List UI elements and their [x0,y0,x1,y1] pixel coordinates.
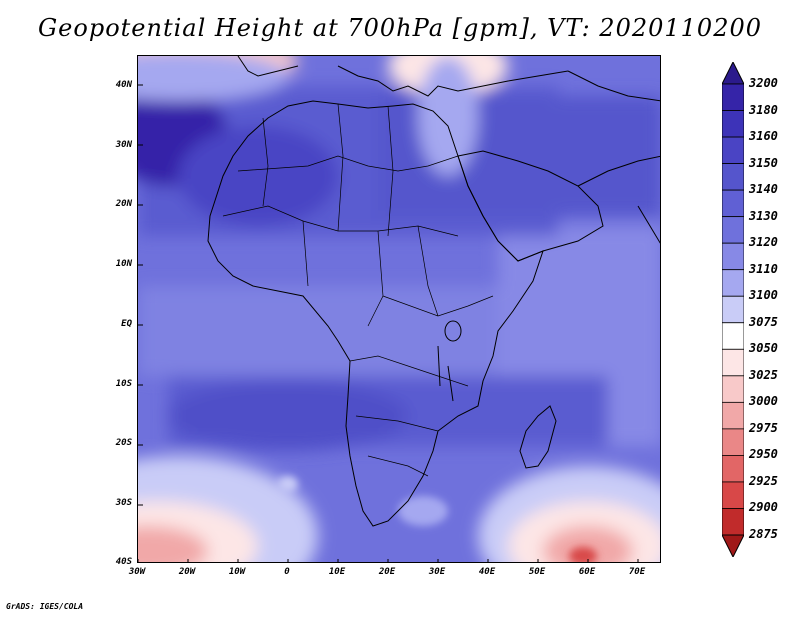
lat-label-30n: 30N [115,140,132,150]
colorbar-level-label: 2875 [749,527,778,541]
lat-label-10s: 10S [115,379,132,389]
colorbar-level-label: 2925 [749,473,778,488]
colorbar-level-label: 3110 [749,261,778,276]
lon-label-40e: 40E [478,567,496,577]
colorbar [722,62,744,557]
lat-label-20s: 20S [115,438,132,448]
geopotential-field [138,56,660,562]
colorbar-level-label: 3075 [749,314,778,329]
colorbar-segment [722,110,744,138]
colorbar-level-label: 3120 [749,235,778,250]
map-title: Geopotential Height at 700hPa [gpm], VT:… [38,14,762,42]
colorbar-level-label: 3180 [749,102,778,117]
lat-label-30s: 30S [115,498,132,508]
colorbar-level-label: 2950 [749,447,778,462]
lat-label-40n: 40N [115,80,132,90]
lat-label-10n: 10N [115,259,132,269]
colorbar-segment [722,322,744,350]
colorbar-segment [722,508,744,536]
lon-label-60e: 60E [578,567,596,577]
country-borders [222,103,494,477]
colorbar-segment [722,295,744,324]
colorbar-level-label: 3000 [749,394,778,409]
colorbar-segment [722,216,744,244]
colorbar-segment [722,189,744,218]
colorbar-segment [722,242,744,271]
lat-label-20n: 20N [115,199,132,209]
colorbar-level-label: 2975 [749,420,778,435]
colorbar-max-triangle [722,62,744,85]
colorbar-segment [722,136,744,164]
lon-label-20w: 20W [178,567,196,577]
colorbar-segment [722,455,744,483]
lat-label-40s: 40S [115,557,132,567]
colorbar-segment [722,163,744,191]
lon-label-10e: 10E [328,567,346,577]
colorbar-level-label: 3140 [749,182,778,197]
axis-ticks [138,84,639,562]
colorbar-level-label: 3100 [749,288,778,303]
lat-label-eq: EQ [121,319,132,329]
lon-label-30e: 30E [428,567,446,577]
colorbar-segment [722,83,744,111]
lon-label-0: 0 [284,567,290,577]
colorbar-segment [722,269,744,297]
colorbar-level-label: 3050 [749,341,778,356]
colorbar-level-label: 3025 [749,367,778,382]
lon-label-20e: 20E [378,567,396,577]
lon-label-10w: 10W [228,567,246,577]
colorbar-min-triangle [722,534,744,557]
colorbar-level-label: 2900 [749,500,778,515]
map-plot-area [137,55,661,563]
colorbar-level-label: 3130 [749,208,778,223]
colorbar-segment [722,401,744,430]
colorbar-level-label: 3150 [749,155,778,170]
coastlines [207,56,660,527]
grads-credit: GrADS: IGES/COLA [6,602,84,611]
colorbar-level-label: 3200 [749,76,778,90]
colorbar-segment [722,348,744,377]
colorbar-level-label: 3160 [749,129,778,144]
lon-label-70e: 70E [628,567,646,577]
colorbar-segment [722,428,744,456]
colorbar-segment [722,481,744,509]
lon-label-50e: 50E [528,567,546,577]
lon-label-30w: 30W [128,567,146,577]
colorbar-segment [722,375,744,403]
